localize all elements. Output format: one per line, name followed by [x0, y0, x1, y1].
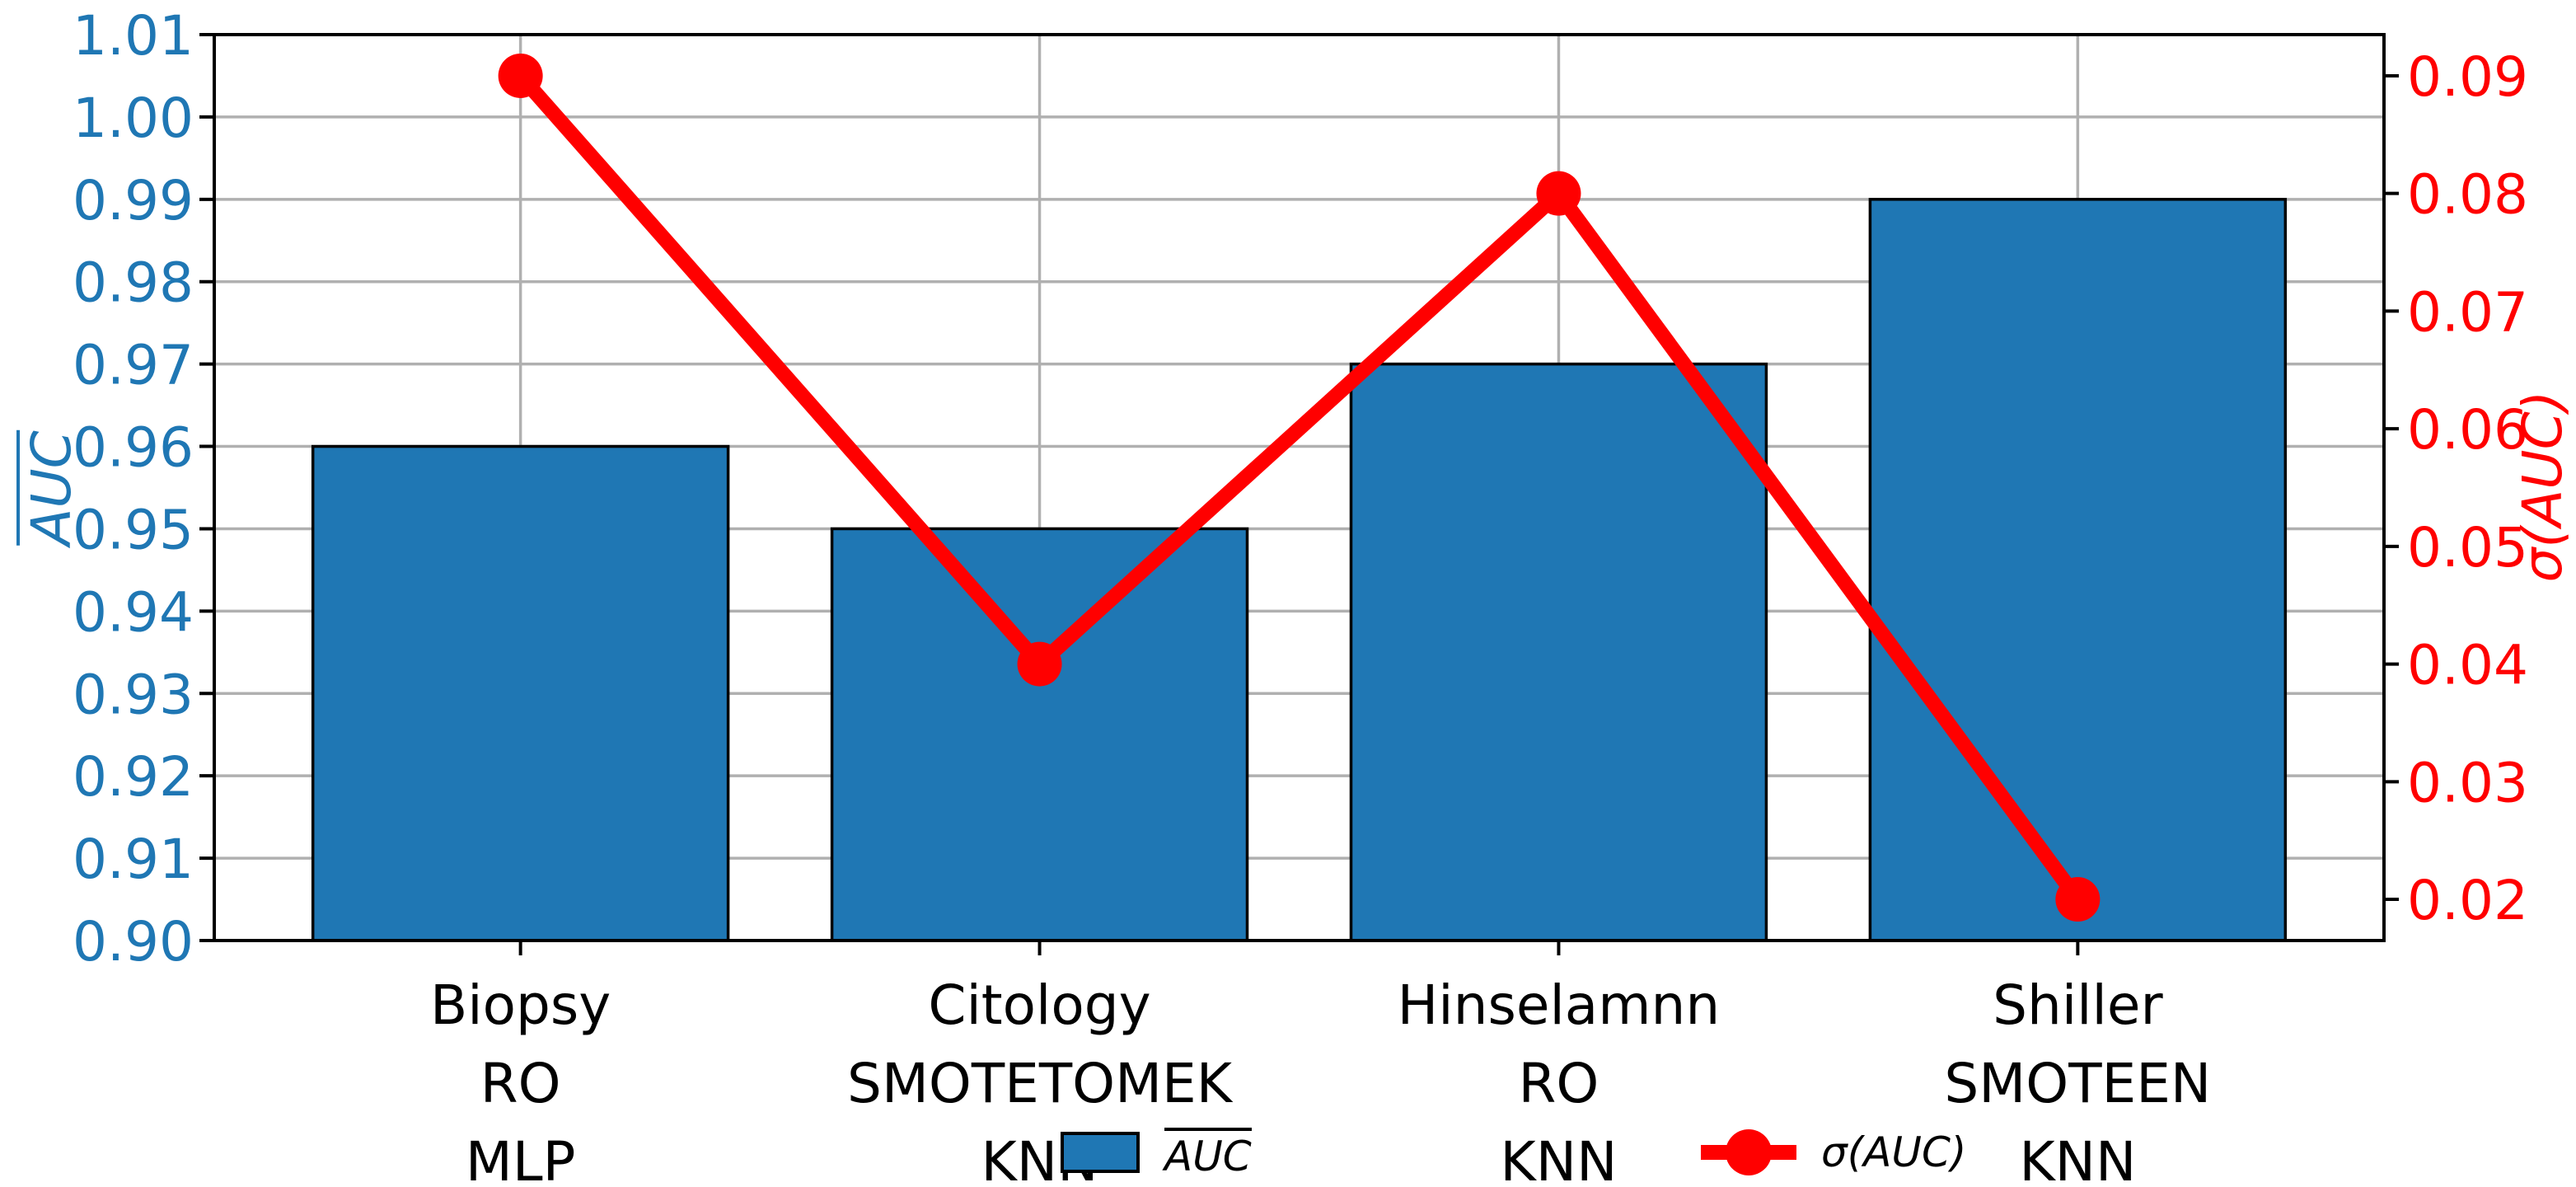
- left-tick-label: 0.98: [73, 251, 194, 315]
- left-tick-label: 1.00: [73, 87, 194, 150]
- sigma-marker-shiller: [2055, 877, 2101, 922]
- sigma-marker-hinselamnn: [1536, 171, 1581, 216]
- legend-item-sigma-auc: σ(AUC): [1701, 1124, 1966, 1180]
- x-tick-label: Biopsy: [430, 974, 611, 1037]
- left-tick-label: 0.94: [73, 580, 194, 644]
- x-tick-label: KNN: [1500, 1130, 1617, 1187]
- legend-bar-swatch: [1061, 1132, 1140, 1173]
- left-tick-label: 0.95: [73, 498, 194, 561]
- bar-hinselamnn: [1349, 362, 1768, 942]
- left-axis-label: AUC: [16, 430, 83, 546]
- right-axis-label: σ(AUC): [2511, 391, 2574, 583]
- x-tick-label: Citology: [928, 974, 1150, 1037]
- x-tick-label: RO: [480, 1052, 561, 1115]
- legend-item-auc: AUC: [1061, 1124, 1252, 1180]
- x-tick-label: RO: [1519, 1052, 1599, 1115]
- left-tick-label: 1.01: [73, 4, 194, 68]
- left-tick-label: 0.97: [73, 334, 194, 397]
- sigma-marker-biopsy: [498, 53, 543, 98]
- left-tick-label: 0.90: [73, 910, 194, 974]
- right-tick-label: 0.09: [2407, 45, 2528, 109]
- left-tick-label: 0.92: [73, 745, 194, 809]
- x-tick-label: SMOTETOMEK: [847, 1052, 1234, 1115]
- legend-label-auc: AUC: [1164, 1128, 1252, 1177]
- plot-frame: [213, 33, 2386, 942]
- x-tick-label: SMOTEEN: [1944, 1052, 2211, 1115]
- right-tick-label: 0.08: [2407, 163, 2528, 227]
- right-tick-label: 0.02: [2407, 869, 2528, 932]
- legend-line-marker-icon: [1701, 1129, 1796, 1175]
- right-tick-label: 0.06: [2407, 398, 2528, 462]
- x-tick-label: MLP: [466, 1130, 576, 1187]
- right-tick-label: 0.07: [2407, 280, 2528, 344]
- right-tick-label: 0.03: [2407, 751, 2528, 814]
- legend-label-sigma-auc: σ(AUC): [1821, 1128, 1967, 1176]
- x-tick-label: Hinselamnn: [1398, 974, 1721, 1037]
- x-tick-label: KNN: [2019, 1130, 2136, 1187]
- left-tick-label: 0.93: [73, 663, 194, 726]
- bar-citology: [830, 527, 1249, 942]
- right-tick-label: 0.05: [2407, 516, 2528, 579]
- left-tick-label: 0.91: [73, 828, 194, 891]
- bar-biopsy: [311, 444, 730, 942]
- left-tick-label: 0.96: [73, 416, 194, 480]
- sigma-line: [514, 70, 2084, 904]
- sigma-marker-citology: [1017, 641, 1062, 687]
- left-tick-label: 0.99: [73, 169, 194, 232]
- right-axis-label-text: σ(AUC): [2511, 390, 2574, 583]
- bar-shiller: [1868, 198, 2288, 942]
- left-axis-label-text: AUC: [16, 430, 83, 546]
- x-tick-label: Shiller: [1993, 974, 2163, 1037]
- right-tick-label: 0.04: [2407, 634, 2528, 697]
